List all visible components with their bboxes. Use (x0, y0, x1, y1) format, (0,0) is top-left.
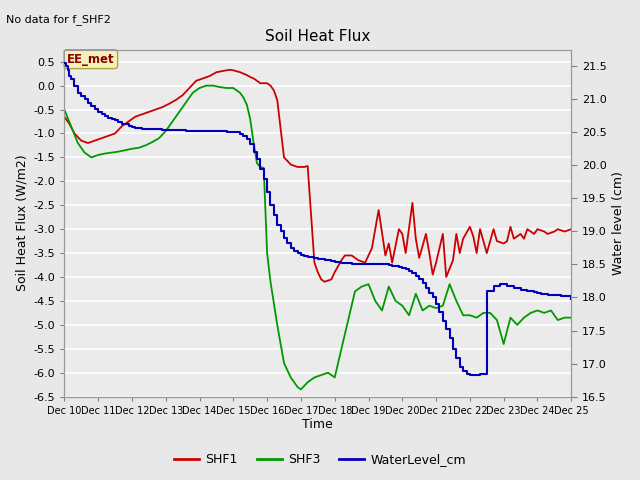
Title: Soil Heat Flux: Soil Heat Flux (265, 29, 371, 44)
Text: EE_met: EE_met (67, 53, 115, 66)
Y-axis label: Water level (cm): Water level (cm) (612, 171, 625, 275)
Text: No data for f_SHF2: No data for f_SHF2 (6, 14, 111, 25)
Legend: SHF1, SHF3, WaterLevel_cm: SHF1, SHF3, WaterLevel_cm (169, 448, 471, 471)
Y-axis label: Soil Heat Flux (W/m2): Soil Heat Flux (W/m2) (15, 155, 28, 291)
X-axis label: Time: Time (303, 419, 333, 432)
